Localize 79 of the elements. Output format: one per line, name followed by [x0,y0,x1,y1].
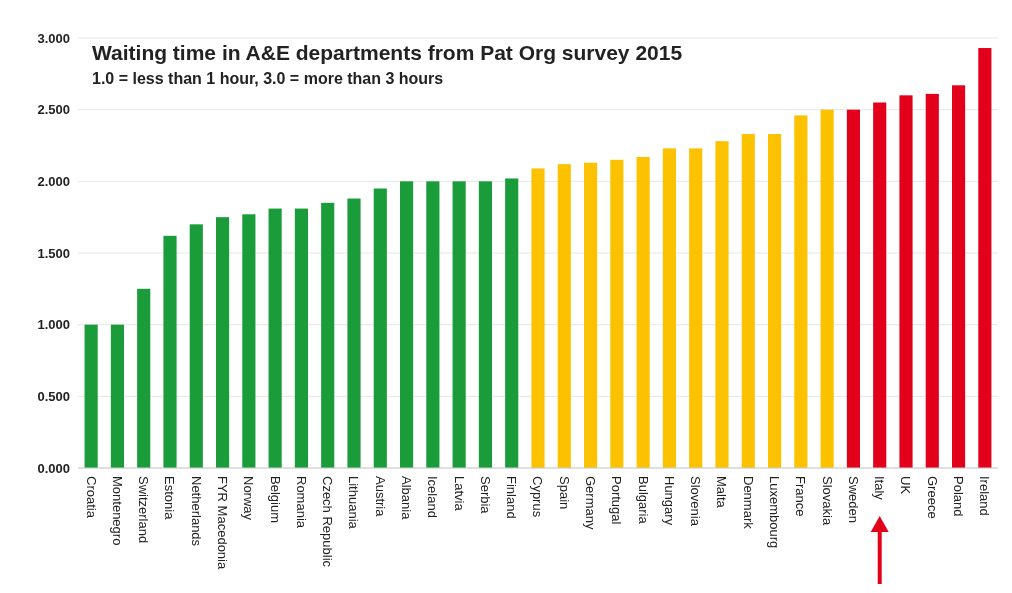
bar [873,102,887,468]
y-tick-label: 2.000 [37,173,70,189]
bar [846,109,860,468]
x-tick-label: Lithuania [346,476,362,530]
x-tick-label: Luxembourg [767,476,783,549]
bar [505,178,519,468]
bar [610,159,624,468]
bar [715,141,729,468]
x-tick-label: Austria [372,476,388,518]
bar [899,95,913,468]
x-tick-label: Estonia [162,476,178,521]
bar [794,115,808,468]
x-tick-label: Denmark [740,476,756,530]
x-tick-label: Netherlands [188,476,204,547]
x-tick-label: Spain [556,476,572,510]
x-tick-label: Cyprus [530,476,546,518]
x-tick-label: Slovakia [819,476,835,526]
y-tick-label: 2.500 [37,102,70,118]
x-tick-label: Montenegro [109,476,125,546]
text: 1.0 = less than 1 hour, 3.0 = more than 3 hours [92,70,444,87]
x-tick-label: UK [898,476,914,495]
bar [216,217,230,468]
bar [978,48,992,468]
bar [452,181,466,468]
bar [400,181,414,468]
y-tick-label: 3.000 [37,30,70,46]
bar [925,93,939,468]
x-tick-label: Romania [293,476,309,529]
bar [189,224,203,468]
y-tick-label: 1.000 [37,317,70,333]
bar [373,188,387,468]
bar [242,214,256,468]
bar [636,156,650,468]
x-tick-label: Ireland [977,476,993,516]
bar [294,208,308,468]
x-tick-label: Poland [951,476,967,517]
x-tick-label: Malta [714,476,730,509]
chart-title: Waiting time in A&E departments from Pat Org survey 2015 [92,41,683,64]
bar [952,85,966,468]
bar [163,235,177,468]
x-tick-label: Germany [583,476,599,530]
bar [478,181,492,468]
y-tick-label: 1.500 [37,245,70,261]
bar [321,202,335,468]
x-tick-label: Norway [241,476,257,521]
y-tick-label: 0.500 [37,388,70,404]
bar [110,324,124,468]
x-tick-label: France [793,476,809,517]
bar [584,162,598,468]
x-tick-label: Belgium [267,476,283,523]
x-tick-label: Italy [872,476,888,501]
x-tick-label: Serbia [477,476,493,515]
bar [820,109,834,468]
x-tick-label: Portugal [609,476,625,525]
bar [557,164,571,468]
x-tick-label: Latvia [451,476,467,512]
bar [689,148,703,468]
bar [426,181,440,468]
x-tick-label: Finland [504,476,520,519]
bar [768,134,782,468]
x-tick-label: Iceland [425,476,441,518]
bar [662,148,676,468]
bar [741,134,755,468]
x-tick-label: FYR Macedonia [215,476,231,570]
x-tick-label: Hungary [661,476,677,526]
bar [268,208,282,468]
x-tick-label: Bulgaria [635,476,651,525]
x-tick-label: Croatia [83,476,99,519]
bar [137,288,151,468]
bar [347,198,361,468]
x-tick-label: Czech Republic [320,476,336,568]
x-tick-label: Switzerland [136,476,152,544]
x-tick-label: Sweden [845,476,861,523]
y-tick-label: 0.000 [37,460,70,476]
x-tick-label: Albania [399,476,415,521]
bar [84,324,98,468]
x-tick-label: Slovenia [688,476,704,527]
x-tick-label: Greece [924,476,940,519]
bar [531,168,545,468]
